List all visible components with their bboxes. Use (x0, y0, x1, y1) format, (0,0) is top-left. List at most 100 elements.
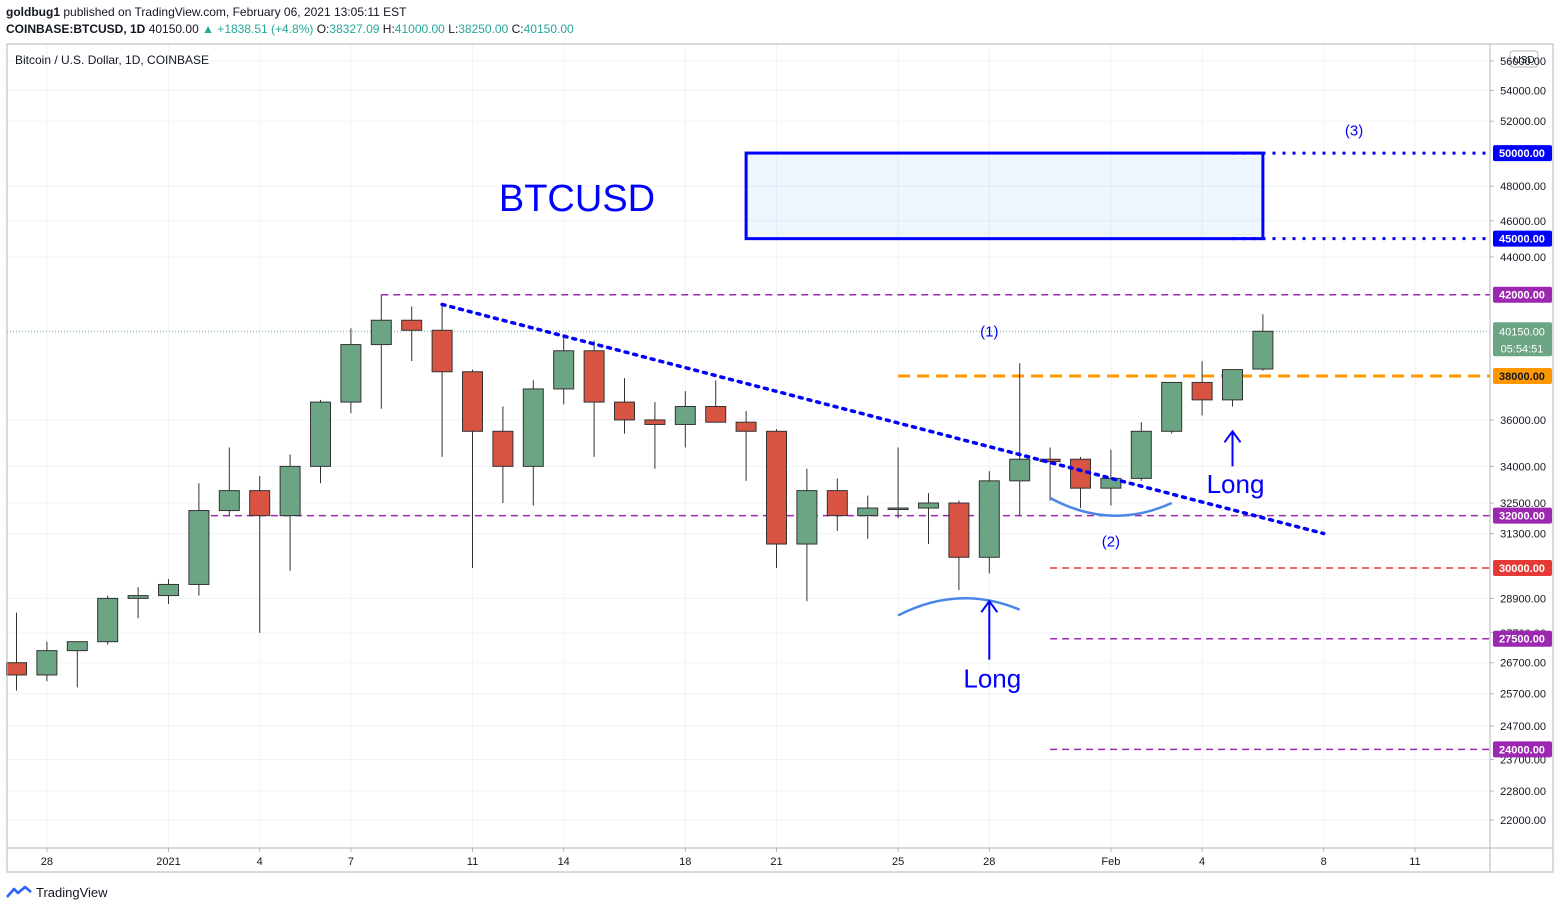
price-tick-label: 22800.00 (1500, 786, 1546, 798)
candle (918, 493, 939, 545)
price-change: ▲ +1838.51 (+4.8%) (202, 22, 314, 36)
candle (462, 369, 483, 569)
candle-body (66, 641, 88, 652)
time-tick-label: 4 (1199, 856, 1205, 868)
candle-body (127, 595, 149, 599)
annotations: (1) (2) (3) Long Long (897, 122, 1363, 693)
target-box (744, 151, 1265, 241)
currency-label: USD (1513, 55, 1534, 66)
time-axis: 28 2021 4 7 11 14 18 21 25 28 Feb 4 8 11 (41, 848, 1421, 868)
candle (644, 402, 666, 469)
candle-body (1130, 430, 1152, 479)
price-tick-label: 46000.00 (1500, 216, 1546, 228)
long-label: Long (963, 663, 1021, 693)
candle-body (370, 319, 392, 346)
candle-body (766, 430, 787, 545)
level-badge-label: 32000.00 (1499, 511, 1545, 523)
open-label: O: (316, 22, 330, 36)
tradingview-logo-icon[interactable] (6, 885, 32, 899)
candle (127, 587, 149, 619)
candle (1070, 456, 1091, 509)
candle-body (522, 388, 544, 467)
low-value: 38250.00 (458, 22, 509, 36)
level-badge (1493, 145, 1552, 162)
level-badge (1493, 630, 1552, 647)
time-tick-label: 7 (348, 856, 354, 868)
candle (218, 447, 240, 516)
level-badge (1493, 507, 1552, 524)
candle-body (218, 490, 240, 512)
level-badge-label: 42000.00 (1499, 290, 1545, 302)
candle (826, 478, 848, 531)
long-arrow-head (1223, 429, 1242, 443)
time-tick-label: 14 (558, 856, 570, 868)
footer-brand[interactable]: TradingView (36, 884, 108, 900)
base-curve (897, 597, 1021, 617)
candle-body (1009, 458, 1031, 482)
open-value: 38327.09 (329, 22, 380, 36)
wave-label: (1) (980, 323, 998, 340)
candle (279, 454, 301, 571)
candle-body (857, 507, 879, 517)
candle-body (644, 419, 666, 425)
candle-body (1191, 381, 1213, 401)
price-tick-label: 36000.00 (1500, 415, 1546, 427)
time-tick-label: 11 (1409, 856, 1420, 868)
level-badge-label: 30000.00 (1499, 563, 1545, 575)
candle (553, 334, 575, 405)
candle (97, 595, 119, 645)
candle-body (1252, 330, 1274, 370)
candle-body (492, 430, 514, 467)
candle-body (310, 401, 331, 467)
price-tick-label: 22000.00 (1500, 815, 1546, 827)
time-tick-label: 11 (467, 856, 478, 868)
ohlc-legend: COINBASE:BTCUSD, 1D 40150.00 ▲ +1838.51 … (6, 22, 574, 36)
candle (370, 294, 392, 409)
target-zone: BTCUSD (499, 151, 1265, 241)
candle-body (826, 490, 848, 517)
level-badge (1493, 368, 1552, 385)
candle (1161, 381, 1183, 434)
wave-label: (2) (1102, 534, 1120, 551)
candle-body (97, 597, 119, 643)
price-tick-label: 31300.00 (1500, 529, 1546, 541)
price-tick-label: 24700.00 (1500, 721, 1546, 733)
high-value: 41000.00 (394, 22, 445, 36)
price-tick-label: 52000.00 (1500, 116, 1546, 128)
candle-body (705, 406, 727, 423)
price-tick-label: 25700.00 (1500, 689, 1546, 701)
candle (340, 328, 362, 414)
candle-body (918, 502, 939, 509)
level-badge (1493, 286, 1552, 303)
candle-body (158, 583, 179, 597)
candle-body (1161, 381, 1183, 432)
publish-info: goldbug1 published on TradingView.com, F… (6, 5, 406, 19)
candle-body (249, 490, 271, 517)
time-tick-label: Feb (1101, 856, 1120, 868)
level-badge-label: 45000.00 (1499, 234, 1545, 246)
long-arrow-head (980, 599, 999, 613)
candle (857, 495, 879, 539)
candle-body (1039, 458, 1061, 463)
candle-body (674, 406, 696, 425)
close-value: 40150.00 (523, 22, 574, 36)
candle-body (948, 502, 970, 558)
high-label: H: (382, 22, 395, 36)
candle-body (462, 371, 483, 432)
symbol-label: COINBASE:BTCUSD, 1D (6, 22, 146, 36)
price-tick-label: 32500.00 (1500, 498, 1546, 510)
currency-badge (1509, 50, 1539, 68)
price-axis: 56000.00 54000.00 52000.00 48000.00 46000.00… (1490, 56, 1552, 827)
candle (6, 612, 27, 691)
candle-body (401, 319, 423, 331)
candle (1252, 314, 1274, 371)
candle (492, 406, 514, 504)
candle (735, 410, 757, 481)
price-tick-label: 34000.00 (1500, 461, 1546, 473)
levels (7, 151, 1490, 751)
candle (310, 399, 331, 484)
candle-body (583, 350, 605, 403)
candle (1039, 447, 1061, 501)
publisher-name[interactable]: goldbug1 (6, 5, 60, 19)
